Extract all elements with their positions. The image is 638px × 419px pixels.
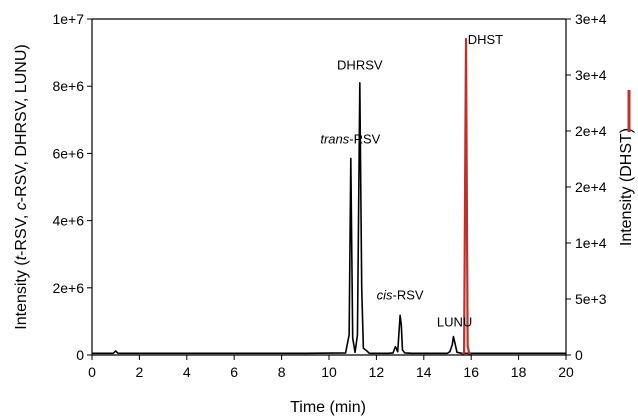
right-y-tick-label: 2e+4 <box>575 179 607 195</box>
right-y-axis-title: Intensity (DHST) <box>618 128 635 246</box>
x-tick-label: 14 <box>416 364 432 380</box>
x-tick-label: 16 <box>463 364 479 380</box>
x-tick-label: 20 <box>558 364 574 380</box>
left-y-tick-label: 1e+7 <box>52 11 84 27</box>
right-y-tick-label: 3e+4 <box>575 67 607 83</box>
x-tick-label: 2 <box>136 364 144 380</box>
right-y-tick-label: 1e+4 <box>575 235 607 251</box>
peak-label: DHST <box>468 32 503 47</box>
right-y-tick-label: 0 <box>575 347 583 363</box>
x-tick-label: 8 <box>278 364 286 380</box>
right-y-tick-label: 2e+4 <box>575 123 607 139</box>
x-tick-label: 10 <box>321 364 337 380</box>
right-y-tick-label: 5e+3 <box>575 291 607 307</box>
left-y-axis-title: Intensity (t-RSV, c-RSV, DHRSV, LUNU) <box>13 44 30 329</box>
x-tick-label: 18 <box>511 364 527 380</box>
left-y-tick-label: 6e+6 <box>52 145 84 161</box>
x-tick-label: 0 <box>88 364 96 380</box>
x-tick-label: 6 <box>230 364 238 380</box>
peak-label: LUNU <box>437 314 472 329</box>
peak-label: DHRSV <box>337 57 383 72</box>
left-y-tick-label: 8e+6 <box>52 78 84 94</box>
main-trace-line <box>92 82 566 355</box>
peak-label: cis-RSV <box>377 288 424 303</box>
peak-label: trans-RSV <box>320 131 380 146</box>
left-y-tick-label: 0 <box>76 347 84 363</box>
left-y-tick-label: 4e+6 <box>52 213 84 229</box>
dhst-trace-line <box>460 38 472 356</box>
x-tick-label: 12 <box>369 364 385 380</box>
x-tick-label: 4 <box>183 364 191 380</box>
left-y-tick-label: 2e+6 <box>52 280 84 296</box>
right-y-tick-label: 3e+4 <box>575 11 607 27</box>
x-axis-title: Time (min) <box>290 399 366 416</box>
